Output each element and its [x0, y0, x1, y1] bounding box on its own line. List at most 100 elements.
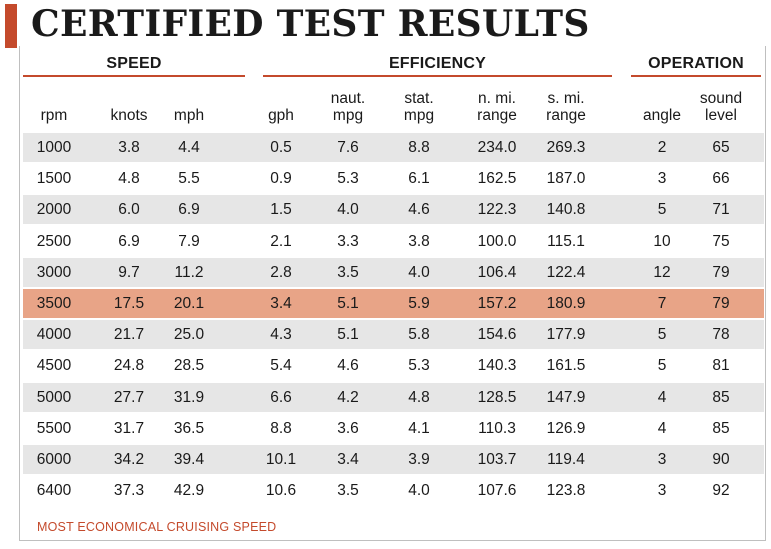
table-cell: 66 — [712, 170, 730, 187]
table-cell: 4.0 — [408, 482, 430, 499]
table-cell: 9.7 — [118, 264, 140, 281]
column-header-line: naut. — [330, 90, 366, 107]
group-title-efficiency: EFFICIENCY — [388, 55, 487, 72]
table-cell: 25.0 — [173, 326, 205, 343]
column-header: angle — [643, 84, 681, 124]
table-cell: 75 — [712, 233, 730, 250]
group-rule-speed — [23, 75, 245, 77]
table-cell: 4.8 — [118, 170, 140, 187]
column-header: s. mi. range — [546, 84, 586, 124]
table-cell: 4 — [657, 420, 667, 437]
table-cell: 2000 — [36, 201, 72, 218]
table-cell: 6.9 — [178, 201, 200, 218]
table-cell: 71 — [712, 201, 730, 218]
table-cell: 12 — [653, 264, 671, 281]
table-cell: 79 — [712, 295, 730, 312]
table-cell: 5.3 — [408, 357, 430, 374]
footnote-most-economical: MOST ECONOMICAL CRUISING SPEED — [37, 520, 277, 534]
column-header: naut. mpg — [331, 84, 365, 124]
table-cell: 180.9 — [546, 295, 586, 312]
column-header-line: range — [477, 107, 517, 124]
table-cell: 8.8 — [270, 420, 292, 437]
table-cell: 3.5 — [337, 482, 359, 499]
table-cell: 4000 — [36, 326, 72, 343]
table-cell: 157.2 — [477, 295, 517, 312]
table-cell: 5.8 — [408, 326, 430, 343]
table-cell: 10 — [653, 233, 671, 250]
table-cell: 4.6 — [408, 201, 430, 218]
table-cell: 3000 — [36, 264, 72, 281]
column-header: n. mi. range — [477, 84, 517, 124]
table-row: 4000 21.7 25.0 4.3 5.1 5.8 154.6 177.9 5 78 — [23, 320, 764, 349]
column-header-line: stat. — [404, 90, 434, 107]
table-row: 1500 4.8 5.5 0.9 5.3 6.1 162.5 187.0 3 66 — [23, 164, 764, 193]
table-cell: 21.7 — [113, 326, 145, 343]
group-rule-operation — [631, 75, 761, 77]
column-header-line: gph — [268, 107, 294, 124]
table-cell: 6.1 — [408, 170, 430, 187]
table-cell: 140.8 — [546, 201, 586, 218]
table-cell: 4.1 — [408, 420, 430, 437]
table-cell: 147.9 — [546, 389, 586, 406]
table-row: 6400 37.3 42.9 10.6 3.5 4.0 107.6 123.8 3 92 — [23, 476, 764, 505]
table-cell: 5.9 — [408, 295, 430, 312]
column-header: knots — [110, 84, 147, 124]
table-cell: 3.4 — [270, 295, 292, 312]
table-cell: 4.4 — [178, 139, 200, 156]
table-cell: 31.7 — [113, 420, 145, 437]
table-cell: 27.7 — [113, 389, 145, 406]
table-cell: 187.0 — [546, 170, 586, 187]
table-cell: 10.1 — [265, 451, 297, 468]
table-cell: 4.6 — [337, 357, 359, 374]
column-header-line: rpm — [40, 107, 68, 124]
column-header-line: n. mi. — [478, 90, 516, 107]
group-rule-efficiency — [263, 75, 612, 77]
table-cell: 5.5 — [178, 170, 200, 187]
table-cell: 5500 — [36, 420, 72, 437]
table-cell: 65 — [712, 139, 730, 156]
table-cell: 5.1 — [337, 326, 359, 343]
table-cell: 3.8 — [408, 233, 430, 250]
table-cell: 85 — [712, 389, 730, 406]
column-header-line: mpg — [332, 107, 364, 124]
table-cell: 3.4 — [337, 451, 359, 468]
table-cell: 28.5 — [173, 357, 205, 374]
table-cell: 100.0 — [477, 233, 517, 250]
table-cell: 122.3 — [477, 201, 517, 218]
table-cell: 3500 — [36, 295, 72, 312]
table-cell: 5 — [657, 201, 667, 218]
table-row: 2000 6.0 6.9 1.5 4.0 4.6 122.3 140.8 5 71 — [23, 195, 764, 224]
table-cell: 24.8 — [113, 357, 145, 374]
table-cell: 90 — [712, 451, 730, 468]
table-cell: 3.3 — [337, 233, 359, 250]
table-cell: 3.5 — [337, 264, 359, 281]
column-header-line: angle — [643, 107, 681, 124]
table-cell: 4.2 — [337, 389, 359, 406]
table-cell: 79 — [712, 264, 730, 281]
column-header: gph — [268, 84, 294, 124]
table-cell: 42.9 — [173, 482, 205, 499]
table-cell: 4 — [657, 389, 667, 406]
group-title-operation: OPERATION — [648, 55, 744, 72]
table-cell: 3 — [657, 482, 667, 499]
table-cell: 5 — [657, 326, 667, 343]
table-cell: 92 — [712, 482, 730, 499]
table-cell: 7.9 — [178, 233, 200, 250]
table-cell: 269.3 — [546, 139, 586, 156]
table-cell: 0.9 — [270, 170, 292, 187]
table-cell: 177.9 — [546, 326, 586, 343]
page-title: CERTIFIED TEST RESULTS — [31, 3, 590, 45]
column-header-line: mpg — [403, 107, 435, 124]
table-cell: 3.6 — [337, 420, 359, 437]
table-cell: 2 — [657, 139, 667, 156]
table-cell: 5.1 — [337, 295, 359, 312]
table-cell: 81 — [712, 357, 730, 374]
table-cell: 162.5 — [477, 170, 517, 187]
table-row: 5500 31.7 36.5 8.8 3.6 4.1 110.3 126.9 4 85 — [23, 414, 764, 443]
table-cell: 6.9 — [118, 233, 140, 250]
table-cell: 8.8 — [408, 139, 430, 156]
table-cell: 39.4 — [173, 451, 205, 468]
column-header-line: level — [705, 107, 737, 124]
table-cell: 119.4 — [547, 451, 585, 468]
